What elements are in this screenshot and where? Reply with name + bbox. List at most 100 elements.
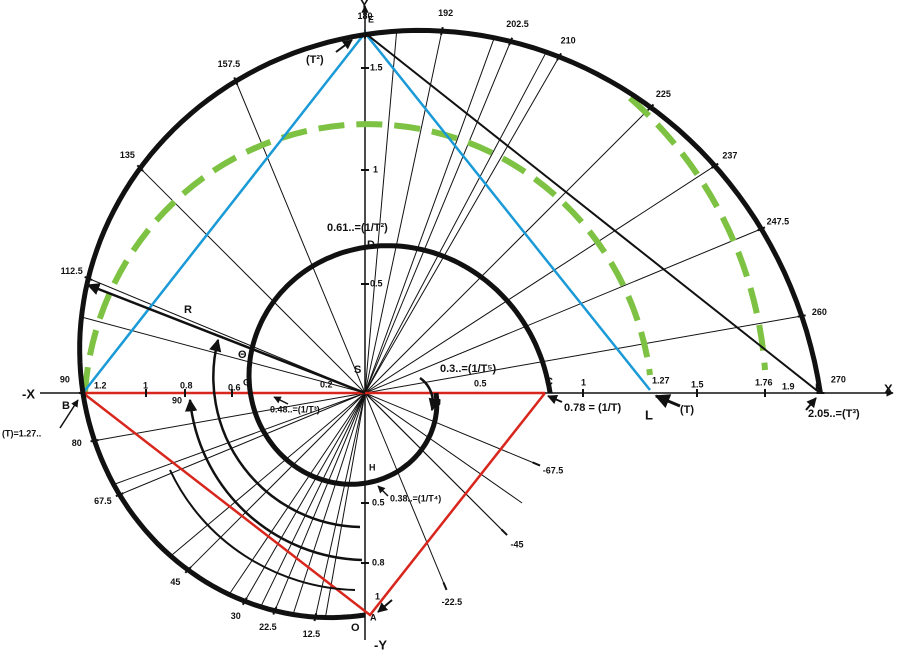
angle-arrow [419,376,441,412]
scale-label: 0.5 [474,378,487,388]
pointer [547,394,563,405]
scale-label: 1 [373,164,378,174]
pointer [59,399,79,429]
angle-label: 270 [831,374,846,384]
radial-line [274,392,366,611]
radial-line [292,392,366,615]
angle-label: 80 [72,438,82,448]
annotation: 0.48..=(1/T³) [270,404,320,414]
radial-line [260,392,366,608]
radial-line [324,392,366,618]
scale-label: 1 [581,377,586,387]
angle-label: 247.5 [767,216,790,226]
point-label: H [369,462,376,472]
scale-label: 0.6 [228,382,241,392]
radial-line [364,30,443,394]
point-label: D [367,239,375,251]
radial-line [187,392,366,571]
radial-line [81,316,366,394]
scale-label: 1 [375,591,380,601]
pointer [335,39,353,53]
point-label: B [62,400,70,412]
angle-label: 90 [60,374,70,384]
pointer [377,485,389,497]
angle-label: 225 [656,89,671,99]
angle-label: 202.5 [506,19,529,29]
radial-line [113,392,366,485]
scale-label: 1.5 [691,379,704,389]
radial-line [364,392,505,533]
radial-line [364,392,446,587]
angle-label: 112.5 [61,266,83,276]
scale-label: 0.5 [370,278,383,288]
angle-label: 210 [561,36,576,46]
outer-spiral [77,27,823,621]
scale-label: 0.8 [372,557,385,567]
point-label: E [368,14,374,24]
radial-line [364,315,802,394]
annotation: (T) [680,404,694,416]
scale-label: 1 [143,380,148,390]
scale-label: 1.2 [94,380,107,390]
radial-line [364,56,560,394]
scale-label: 1.27 [652,375,670,385]
radial-line [119,392,366,496]
tick [442,582,448,591]
pointer [805,397,817,411]
ticks [145,67,766,564]
point-label: F [815,382,822,394]
inner-spiral [246,243,553,487]
angle-label: 45 [170,577,180,587]
scale-label: 1.9 [782,381,795,391]
pointer [377,599,393,613]
ef-line [364,32,821,394]
radial-line [170,392,366,557]
angle-label: 237 [722,150,737,160]
green-arc [628,95,768,371]
radial-line [364,51,547,394]
axis-label: -Y [374,637,387,652]
angle-label: 67.5 [94,496,112,506]
radius-arrow [86,283,366,395]
angle-labels: 180 192202.5210225237247.5260270157.51351… [60,8,846,639]
scale-label: 0.8 [180,380,193,390]
annotation: 0.78 = (1/T) [564,402,622,414]
angle-label: 180 [357,11,372,21]
annotation: 0.38..=(1/T⁴) [390,493,441,503]
radial-line [235,80,366,394]
angle-arc [169,469,356,591]
angle-arrow [184,398,363,562]
point-label: O [351,622,360,634]
angle-label: 157.5 [218,59,241,69]
radial-line [364,106,652,394]
point-label: J [436,397,441,407]
point-label: Θ [238,349,247,361]
axis-label: Y [360,0,369,11]
point-label: G [243,377,250,387]
radial-line [228,392,366,595]
radial-line [364,228,762,394]
point-label: C [545,376,553,388]
blue-triangle [82,30,651,394]
point-label: L [645,407,653,422]
angle-label: 192 [438,8,453,18]
scale-label: 90 [172,395,182,405]
pointer [273,396,289,405]
scale-label: 1.5 [370,62,383,72]
angle-label: -45 [510,539,523,549]
annotation: 0.3..=(1/T⁵) [440,363,497,375]
scale-label: 1.76 [755,377,773,387]
annotation: (T)=1.27.. [2,428,41,438]
angle-label: 260 [812,307,827,317]
angle-label: -67.5 [543,465,564,475]
tick [500,528,508,536]
annotation: (T²) [306,54,324,66]
point-label: R [184,304,192,316]
green-arc [82,121,653,394]
scale-label: 0.2 [320,379,333,389]
red-triangle [79,391,546,617]
scale-label: 0.5 [372,497,385,507]
angle-label: -22.5 [442,597,463,607]
angle-arrow [209,338,361,529]
